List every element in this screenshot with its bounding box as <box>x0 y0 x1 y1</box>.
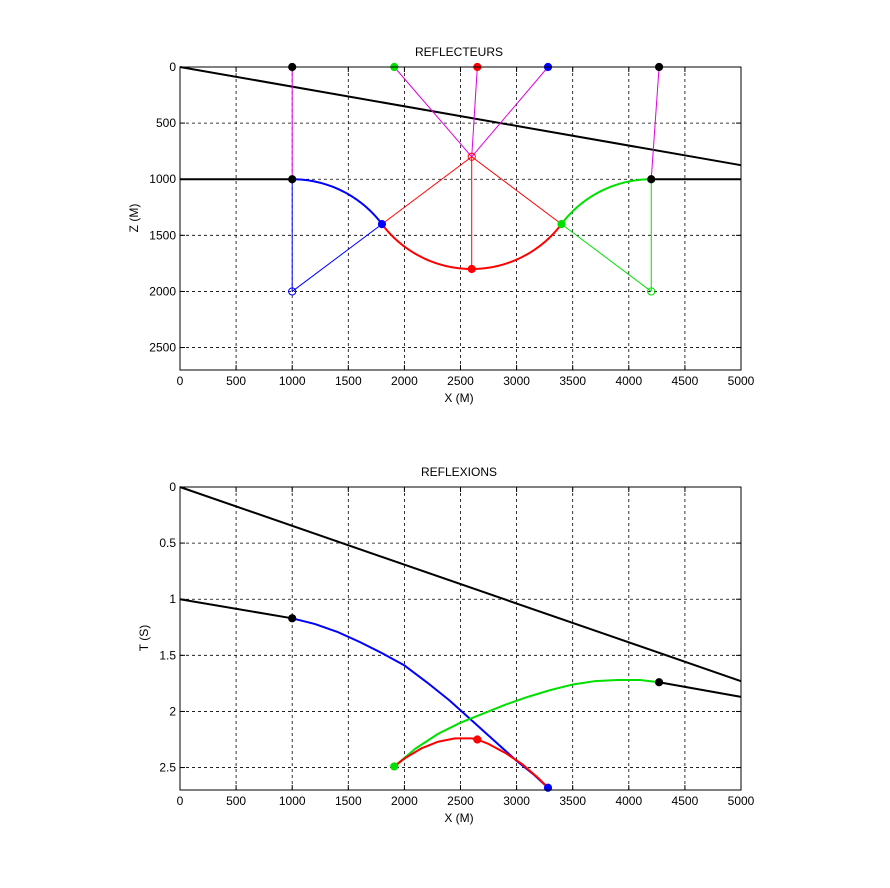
markers <box>288 614 664 792</box>
black-point-marker <box>288 614 297 623</box>
x-axis-label: X (M) <box>444 391 473 405</box>
y-tick-label: 2000 <box>149 284 176 298</box>
x-tick-label: 500 <box>226 374 246 388</box>
y-tick-label: 2 <box>169 704 176 718</box>
x-tick-label: 5000 <box>728 794 755 808</box>
series-group <box>179 486 742 789</box>
black-point-marker <box>654 678 664 687</box>
chart-title: REFLEXIONS <box>421 465 497 479</box>
x-tick-label: 4000 <box>615 374 642 388</box>
x-tick-label: 4500 <box>672 794 699 808</box>
y-tick-label: 1 <box>169 592 176 606</box>
green-series-line <box>561 223 652 292</box>
grid <box>180 67 741 370</box>
blue-point-marker <box>377 220 387 229</box>
black-series-line <box>179 66 742 167</box>
axes-box <box>179 66 742 371</box>
green-series-line <box>393 679 660 768</box>
red-point-marker <box>467 264 476 274</box>
y-tick-label: 2.5 <box>159 761 176 775</box>
x-tick-label: 4000 <box>615 794 642 808</box>
green-point-marker <box>390 762 399 771</box>
green-point-marker <box>647 287 656 296</box>
ticks: 0 500 1000 1500 2000 2500 3000 3500 4000 4500 5000… <box>149 60 754 388</box>
magenta-series-line <box>471 66 549 158</box>
black-point-marker <box>288 175 297 184</box>
blue-series-line <box>292 178 383 225</box>
x-tick-label: 3500 <box>559 374 586 388</box>
y-tick-label: 0 <box>169 60 176 74</box>
magenta-series-line <box>650 66 660 180</box>
y-tick-label: 500 <box>156 116 176 130</box>
magenta-series-line <box>471 66 478 157</box>
black-series-line <box>179 598 293 620</box>
x-tick-label: 3500 <box>559 794 586 808</box>
y-axis-label: T (S) <box>137 625 151 651</box>
x-tick-label: 0 <box>177 374 184 388</box>
grid <box>180 487 741 790</box>
green-series-line <box>560 178 652 225</box>
ticks: 0 500 1000 1500 2000 2500 3000 3500 4000 4500 5000… <box>159 480 754 808</box>
series-group <box>179 66 742 292</box>
x-tick-label: 2000 <box>391 374 418 388</box>
y-tick-label: 0 <box>169 480 176 494</box>
black-series-line <box>179 486 742 683</box>
blue-point-marker <box>288 287 297 296</box>
x-tick-label: 2500 <box>447 374 474 388</box>
y-tick-label: 0.5 <box>159 536 176 550</box>
chart-title: REFLECTEURS <box>415 45 503 59</box>
x-tick-label: 500 <box>226 794 246 808</box>
x-tick-label: 5000 <box>728 374 755 388</box>
magenta-series-line <box>393 66 473 158</box>
x-tick-label: 3000 <box>503 374 530 388</box>
reflecteurs-panel: REFLECTEURS X (M) Z (M) 0 500 1000 1500 2000… <box>127 45 755 405</box>
x-tick-label: 3000 <box>503 794 530 808</box>
x-tick-label: 0 <box>177 794 184 808</box>
x-tick-label: 4500 <box>672 374 699 388</box>
red-point-marker <box>473 735 482 744</box>
black-series-line <box>658 681 742 698</box>
x-tick-label: 1000 <box>279 374 306 388</box>
red-point-marker <box>467 152 476 161</box>
reflexions-panel: REFLEXIONS X (M) T (S) 0 500 1000 1500 2000 2… <box>137 465 755 825</box>
red-series-line <box>393 737 549 789</box>
y-tick-label: 1.5 <box>159 648 176 662</box>
x-tick-label: 2000 <box>391 794 418 808</box>
y-tick-label: 1500 <box>149 228 176 242</box>
y-axis-label: Z (M) <box>127 204 141 233</box>
x-axis-label: X (M) <box>444 811 473 825</box>
x-tick-label: 1000 <box>279 794 306 808</box>
y-tick-label: 1000 <box>149 172 176 186</box>
black-point-marker <box>647 175 656 184</box>
y-tick-label: 2500 <box>149 341 176 355</box>
x-tick-label: 2500 <box>447 794 474 808</box>
axes-box <box>179 486 742 791</box>
blue-series-line <box>291 223 383 292</box>
x-tick-label: 1500 <box>335 374 362 388</box>
green-point-marker <box>557 220 566 229</box>
x-tick-label: 1500 <box>335 794 362 808</box>
